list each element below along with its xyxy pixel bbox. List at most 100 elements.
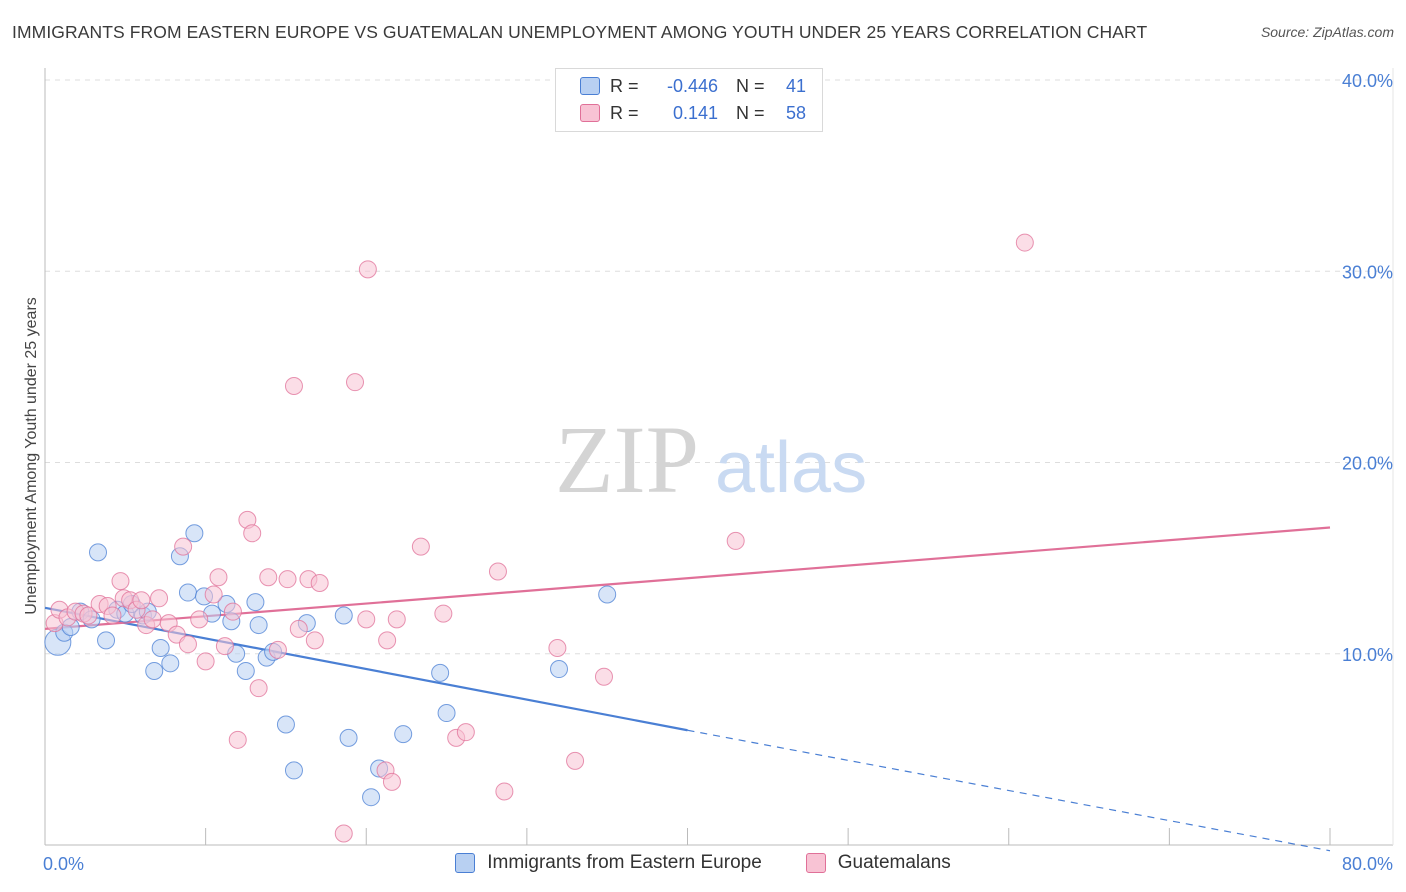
legend-r-label: R = — [610, 102, 639, 123]
legend-n-label: N = — [736, 102, 765, 123]
y-tick-label: 30.0% — [1342, 262, 1393, 282]
trend-line-eastern-europe-projection — [687, 729, 1331, 852]
watermark-atlas: atlas — [715, 428, 867, 508]
legend-label: Immigrants from Eastern Europe — [487, 852, 762, 873]
point-guatemalans — [268, 640, 287, 659]
legend-swatch-pink — [805, 853, 826, 873]
legend-row-eastern-europe: R = -0.446 N = 41 — [556, 73, 806, 99]
point-eastern-europe — [185, 524, 204, 543]
legend-r-label: R = — [610, 75, 639, 96]
point-guatemalans — [284, 377, 303, 395]
y-tick-label: 20.0% — [1342, 454, 1393, 474]
source-label: Source: ZipAtlas.com — [1260, 24, 1394, 40]
series-legend: Immigrants from Eastern Europe Guatemala… — [0, 852, 1406, 874]
point-eastern-europe — [97, 631, 116, 650]
point-guatemalans — [434, 604, 453, 623]
legend-swatch-pink — [580, 104, 600, 122]
point-guatemalans — [190, 610, 209, 629]
y-axis-title: Unemployment Among Youth under 25 years — [23, 297, 40, 615]
point-guatemalans — [488, 562, 507, 581]
point-guatemalans — [387, 610, 406, 629]
point-guatemalans — [223, 602, 242, 621]
y-tick-label: 10.0% — [1342, 645, 1393, 665]
trend-lines — [44, 526, 1331, 852]
watermark-zip: ZIP — [555, 406, 699, 513]
point-guatemalans — [594, 667, 613, 686]
point-guatemalans — [103, 606, 122, 625]
gridlines — [45, 79, 1393, 655]
point-guatemalans — [382, 772, 401, 791]
point-guatemalans — [178, 635, 197, 654]
point-guatemalans — [310, 573, 329, 592]
point-guatemalans — [243, 524, 262, 543]
point-guatemalans — [305, 631, 324, 650]
point-guatemalans — [196, 652, 215, 671]
point-eastern-europe — [249, 616, 268, 635]
point-guatemalans — [726, 531, 745, 550]
legend-row-guatemalans: R = 0.141 N = 58 — [556, 100, 806, 126]
watermark: ZIP atlas — [555, 406, 867, 513]
point-guatemalans — [259, 568, 278, 587]
point-guatemalans — [215, 637, 234, 656]
legend-label: Guatemalans — [837, 852, 951, 873]
point-eastern-europe — [151, 639, 170, 658]
legend-swatch-blue — [580, 77, 600, 95]
legend-n-value: 41 — [786, 75, 807, 96]
data-points — [44, 233, 1034, 843]
point-guatemalans — [566, 751, 585, 770]
point-guatemalans — [334, 824, 353, 843]
point-eastern-europe — [598, 585, 617, 604]
point-eastern-europe — [334, 606, 353, 625]
x-tick-label: 80.0% — [1342, 854, 1393, 874]
point-eastern-europe — [339, 728, 358, 747]
point-eastern-europe — [284, 761, 303, 780]
point-guatemalans — [346, 373, 365, 392]
point-eastern-europe — [246, 593, 265, 612]
trend-line-guatemalans — [44, 526, 1331, 630]
axes — [44, 68, 1394, 846]
correlation-legend: R = -0.446 N = 41 R = 0.141 N = 58 — [555, 68, 823, 132]
legend-r-value: 0.141 — [672, 102, 718, 123]
legend-item-eastern-europe[interactable]: Immigrants from Eastern Europe — [455, 852, 762, 874]
point-guatemalans — [1015, 233, 1034, 252]
point-eastern-europe — [431, 663, 450, 682]
point-guatemalans — [411, 537, 430, 556]
legend-n-label: N = — [736, 75, 765, 96]
point-guatemalans — [495, 782, 514, 801]
point-guatemalans — [79, 606, 98, 625]
point-guatemalans — [204, 585, 223, 604]
legend-item-guatemalans[interactable]: Guatemalans — [805, 852, 951, 874]
tick-labels: 10.0% 20.0% 30.0% 40.0% 0.0% 80.0% — [43, 71, 1393, 874]
point-eastern-europe — [236, 661, 255, 680]
point-eastern-europe — [145, 661, 164, 680]
legend-n-value: 58 — [786, 102, 807, 123]
point-guatemalans — [209, 568, 228, 587]
point-guatemalans — [111, 572, 130, 591]
point-guatemalans — [357, 610, 376, 629]
point-eastern-europe — [437, 704, 456, 723]
point-guatemalans — [249, 679, 268, 698]
point-guatemalans — [378, 631, 397, 650]
y-tick-label: 40.0% — [1342, 71, 1393, 91]
point-guatemalans — [132, 591, 151, 610]
point-guatemalans — [150, 589, 169, 608]
x-tick-label: 0.0% — [43, 854, 84, 874]
legend-swatch-blue — [455, 853, 476, 873]
point-guatemalans — [548, 639, 567, 658]
point-eastern-europe — [394, 725, 413, 744]
point-eastern-europe — [550, 660, 568, 679]
point-eastern-europe — [178, 583, 197, 602]
point-eastern-europe — [276, 715, 295, 734]
point-guatemalans — [143, 610, 162, 629]
point-eastern-europe — [89, 543, 108, 562]
point-guatemalans — [174, 537, 193, 556]
point-guatemalans — [358, 260, 377, 279]
point-guatemalans — [456, 723, 475, 742]
legend-r-value: -0.446 — [666, 75, 718, 96]
point-guatemalans — [278, 570, 297, 589]
chart-title: IMMIGRANTS FROM EASTERN EUROPE VS GUATEM… — [12, 22, 1148, 42]
point-guatemalans — [289, 619, 308, 638]
point-guatemalans — [228, 730, 247, 749]
point-eastern-europe — [362, 788, 381, 807]
